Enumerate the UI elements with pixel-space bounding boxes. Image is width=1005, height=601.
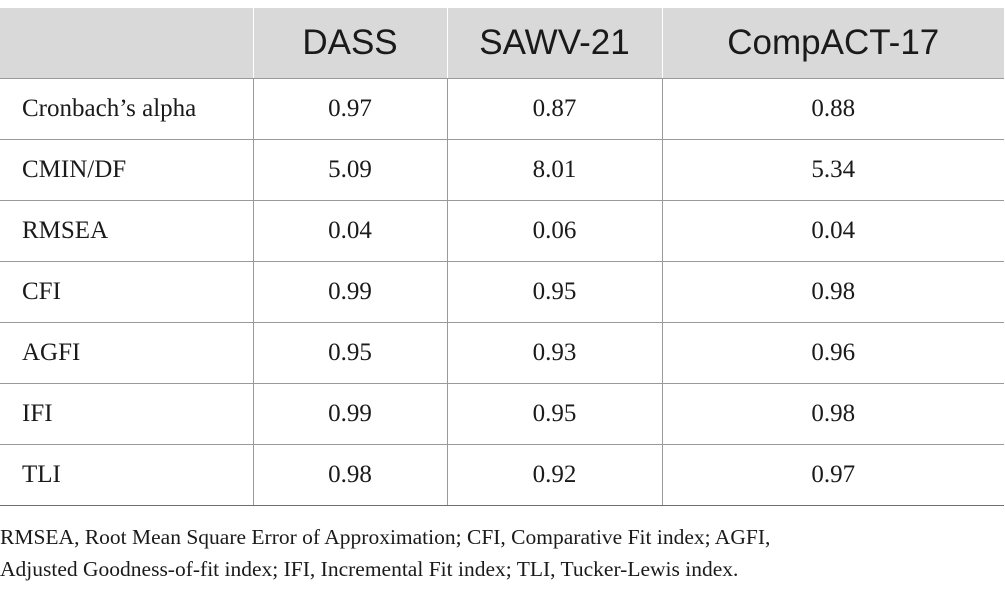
row-label: TLI <box>0 444 254 506</box>
header-cell-compact-17: CompACT-17 <box>662 8 1004 79</box>
table-row: RMSEA 0.04 0.06 0.04 <box>0 200 1004 262</box>
cell-sawv-21: 0.95 <box>447 261 663 323</box>
header-row: DASS SAWV-21 CompACT-17 <box>0 8 1004 79</box>
header-cell-blank <box>0 8 254 79</box>
cell-compact-17: 0.04 <box>662 200 1004 262</box>
cell-compact-17: 0.97 <box>662 444 1004 506</box>
table-row: Cronbach’s alpha 0.97 0.87 0.88 <box>0 78 1004 140</box>
cell-sawv-21: 0.93 <box>447 322 663 384</box>
cell-sawv-21: 0.87 <box>447 78 663 140</box>
row-label: IFI <box>0 383 254 445</box>
cell-dass: 0.99 <box>253 261 448 323</box>
cell-dass: 0.95 <box>253 322 448 384</box>
cell-dass: 0.99 <box>253 383 448 445</box>
table-row: TLI 0.98 0.92 0.97 <box>0 444 1004 506</box>
footnote-line-1: RMSEA, Root Mean Square Error of Approxi… <box>0 525 771 549</box>
cell-compact-17: 0.96 <box>662 322 1004 384</box>
table-row: CFI 0.99 0.95 0.98 <box>0 261 1004 323</box>
cell-dass: 0.98 <box>253 444 448 506</box>
cell-dass: 5.09 <box>253 139 448 201</box>
header-cell-dass: DASS <box>253 8 448 79</box>
cell-compact-17: 0.98 <box>662 383 1004 445</box>
cell-compact-17: 0.98 <box>662 261 1004 323</box>
cell-dass: 0.97 <box>253 78 448 140</box>
row-label: RMSEA <box>0 200 254 262</box>
row-label: Cronbach’s alpha <box>0 78 254 140</box>
table-footnote: RMSEA, Root Mean Square Error of Approxi… <box>0 521 1000 585</box>
cell-sawv-21: 8.01 <box>447 139 663 201</box>
row-label: CMIN/DF <box>0 139 254 201</box>
row-label: AGFI <box>0 322 254 384</box>
cell-compact-17: 0.88 <box>662 78 1004 140</box>
header-cell-sawv-21: SAWV-21 <box>447 8 663 79</box>
footnote-line-2: Adjusted Goodness-of-fit index; IFI, Inc… <box>0 557 739 581</box>
cell-sawv-21: 0.92 <box>447 444 663 506</box>
table-row: IFI 0.99 0.95 0.98 <box>0 383 1004 445</box>
row-label: CFI <box>0 261 254 323</box>
table-row: CMIN/DF 5.09 8.01 5.34 <box>0 139 1004 201</box>
fit-indices-table: DASS SAWV-21 CompACT-17 Cronbach’s alpha… <box>0 8 1004 506</box>
cell-compact-17: 5.34 <box>662 139 1004 201</box>
cell-dass: 0.04 <box>253 200 448 262</box>
table-row: AGFI 0.95 0.93 0.96 <box>0 322 1004 384</box>
cell-sawv-21: 0.95 <box>447 383 663 445</box>
cell-sawv-21: 0.06 <box>447 200 663 262</box>
